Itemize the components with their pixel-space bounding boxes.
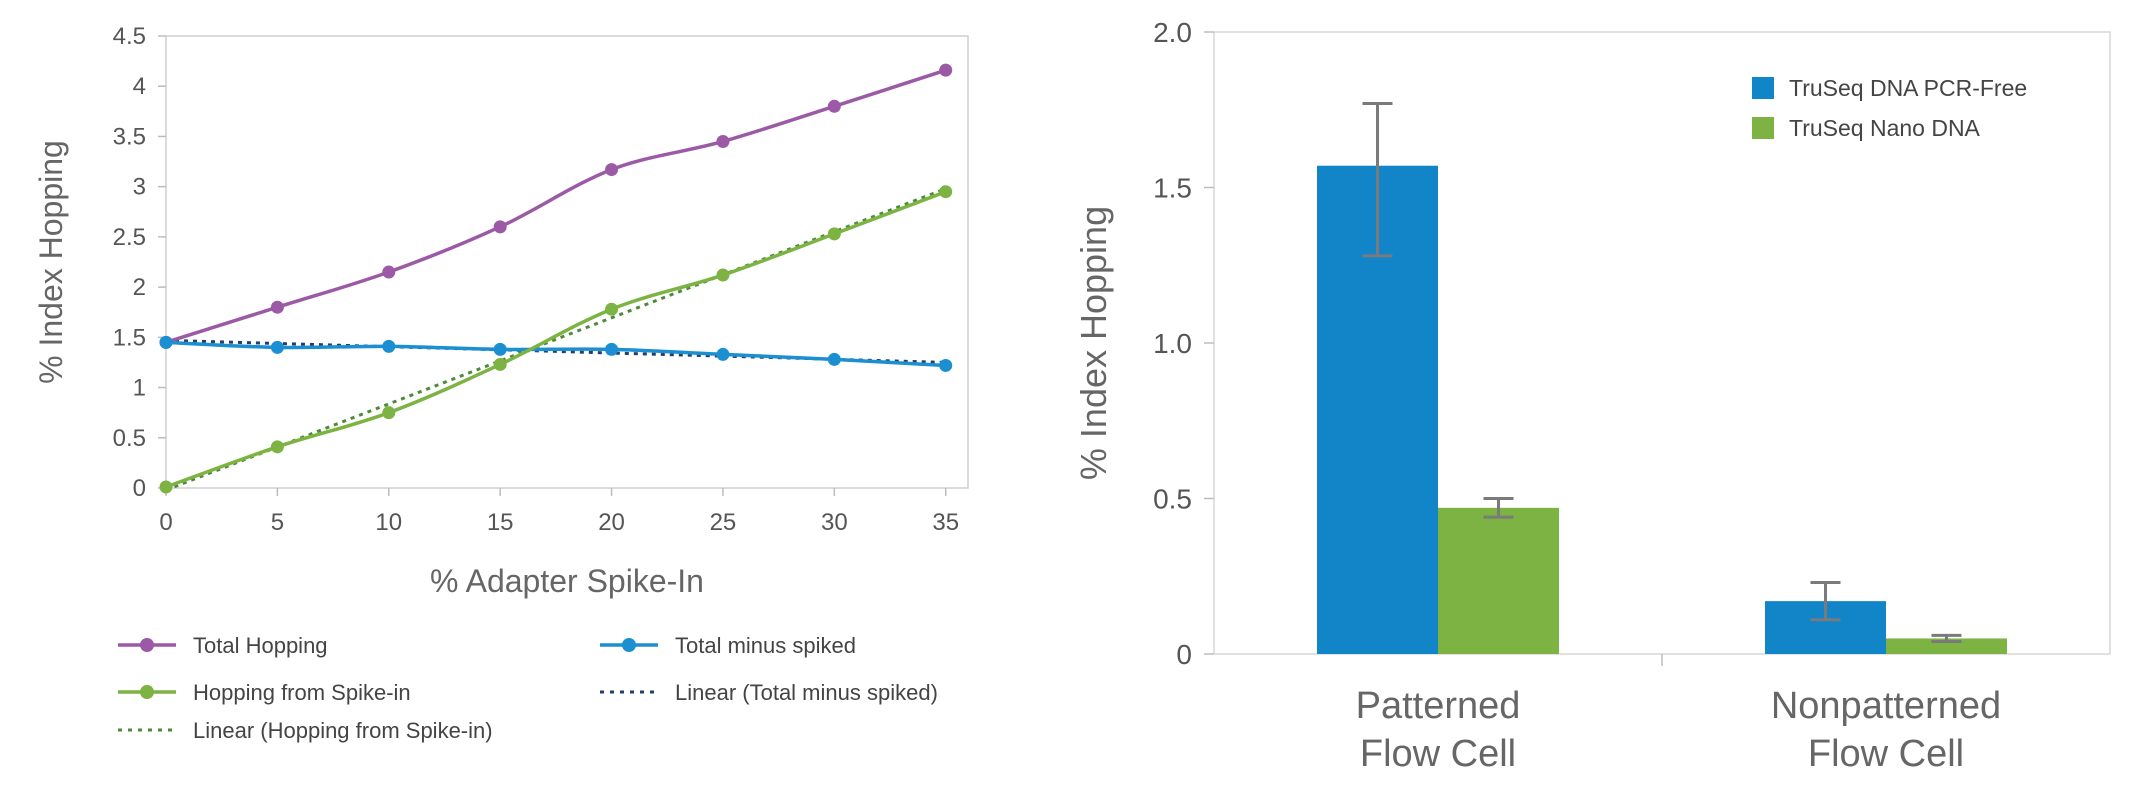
- legend-label: TruSeq DNA PCR-Free: [1789, 75, 2027, 101]
- line-chart: 0 0.5 1 1.5 2 2.5 3 3.5 4 4.5 0 5 10 15 20 25 30 35 % Adap…: [33, 23, 969, 743]
- data-point: [939, 63, 953, 77]
- data-point: [159, 335, 173, 349]
- data-point: [270, 340, 284, 354]
- data-point: [382, 265, 396, 279]
- x-tick-label: 10: [375, 509, 402, 536]
- plot-frame: [165, 35, 969, 489]
- x-tick-label: 15: [487, 509, 514, 536]
- y-tick-label: 0: [133, 475, 146, 502]
- y-tick-label: 0.5: [113, 425, 146, 452]
- y-tick-label: 2: [133, 274, 146, 301]
- y-tick-label: 1.5: [113, 324, 146, 351]
- y-tick-label: 1.0: [1153, 328, 1192, 359]
- x-axis-title: % Adapter Spike-In: [430, 563, 704, 599]
- x-tick-label: 20: [598, 509, 625, 536]
- data-point: [605, 302, 619, 316]
- y-tick-label: 4.5: [113, 23, 146, 50]
- legend-label: Linear (Hopping from Spike-in): [193, 718, 493, 743]
- data-point: [827, 352, 841, 366]
- series-line: [165, 68, 947, 345]
- legend-swatch: [1752, 117, 1774, 139]
- x-tick-label: 5: [271, 509, 284, 536]
- data-point: [716, 134, 730, 148]
- y-tick-label: 3: [133, 174, 146, 201]
- legend-marker: [140, 638, 154, 652]
- y-axis-title: % Index Hopping: [33, 140, 69, 384]
- bar: [1886, 638, 2007, 654]
- data-point: [605, 342, 619, 356]
- data-point: [493, 220, 507, 234]
- x-tick-label: 0: [159, 509, 172, 536]
- x-tick-label: 25: [710, 509, 737, 536]
- data-point: [270, 300, 284, 314]
- data-point: [493, 342, 507, 356]
- data-point: [827, 99, 841, 113]
- y-tick-label: 4: [133, 73, 146, 100]
- legend-marker: [622, 638, 636, 652]
- legend-label: Total minus spiked: [675, 633, 856, 658]
- category-label: Flow Cell: [1808, 733, 1964, 775]
- data-point: [716, 347, 730, 361]
- data-point: [493, 357, 507, 371]
- data-point: [939, 185, 953, 199]
- legend-label: Linear (Total minus spiked): [675, 680, 938, 705]
- legend-marker: [140, 685, 154, 699]
- data-point: [939, 358, 953, 372]
- data-point: [382, 406, 396, 420]
- y-tick-label: 0: [1176, 639, 1192, 670]
- legend-label: Total Hopping: [193, 633, 328, 658]
- category-label: Nonpatterned: [1771, 685, 2001, 727]
- y-tick-label: 3.5: [113, 123, 146, 150]
- legend-label: TruSeq Nano DNA: [1789, 115, 1981, 141]
- x-tick-label: 35: [932, 509, 959, 536]
- data-point: [382, 339, 396, 353]
- y-tick-label: 2.5: [113, 224, 146, 251]
- series-line: [165, 190, 947, 489]
- data-point: [159, 480, 173, 494]
- legend-swatch: [1752, 77, 1774, 99]
- y-tick-label: 1.5: [1153, 173, 1192, 204]
- data-point: [716, 268, 730, 282]
- y-tick-label: 1: [133, 375, 146, 402]
- data-point: [605, 163, 619, 177]
- y-tick-label: 2.0: [1153, 17, 1192, 48]
- data-point: [827, 227, 841, 241]
- bar: [1438, 507, 1559, 654]
- trendline: [165, 187, 947, 492]
- y-tick-label: 0.5: [1153, 484, 1192, 515]
- series-line: [165, 340, 946, 368]
- data-point: [270, 440, 284, 454]
- y-axis-title: % Index Hopping: [1073, 206, 1114, 480]
- legend-label: Hopping from Spike-in: [193, 680, 411, 705]
- category-label: Patterned: [1356, 685, 1521, 727]
- category-label: Flow Cell: [1360, 733, 1516, 775]
- x-tick-label: 30: [821, 509, 848, 536]
